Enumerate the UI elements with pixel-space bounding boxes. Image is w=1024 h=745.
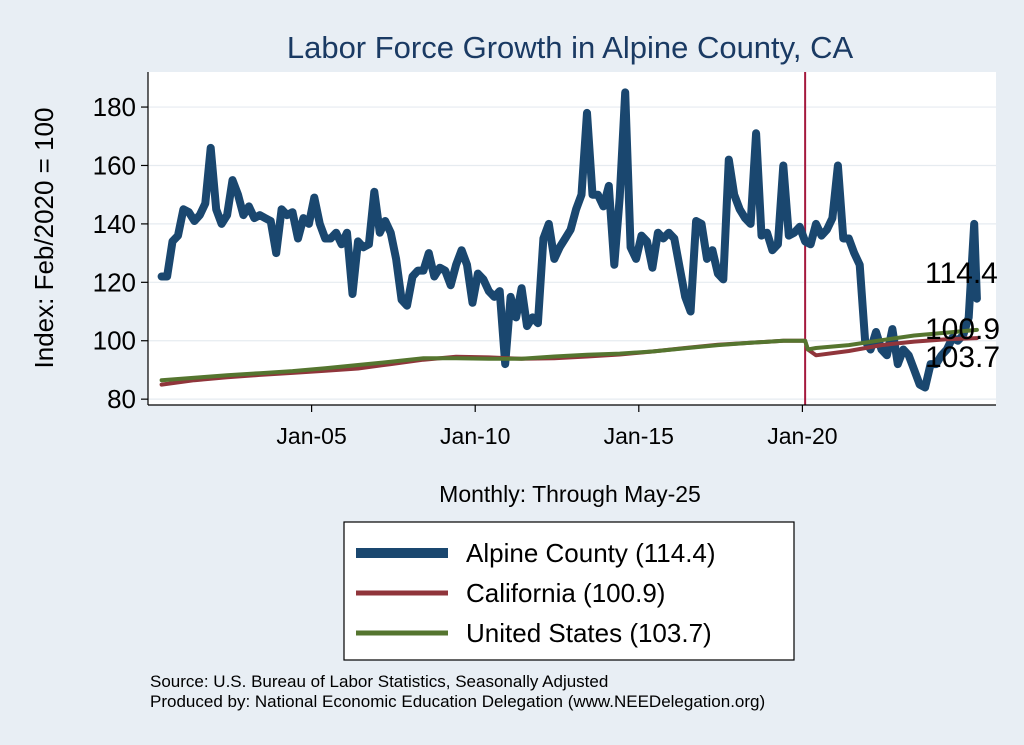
legend-entries: Alpine County (114.4) California (100.9) U… bbox=[356, 538, 716, 648]
axes bbox=[147, 72, 996, 406]
x-tick-label: Jan-05 bbox=[276, 423, 346, 449]
series-line-0 bbox=[157, 88, 981, 392]
y-tick-label: 180 bbox=[93, 92, 136, 122]
y-tick-label: 160 bbox=[93, 150, 136, 180]
x-axis-label: Monthly: Through May-25 bbox=[439, 481, 701, 507]
producer-note: Produced by: National Economic Education… bbox=[150, 692, 766, 711]
x-tick-label: Jan-20 bbox=[767, 423, 837, 449]
series-group bbox=[157, 88, 981, 392]
source-note: Source: U.S. Bureau of Labor Statistics,… bbox=[150, 672, 609, 691]
y-axis-label: Index: Feb/2020 = 100 bbox=[29, 108, 59, 369]
x-tick-label: Jan-10 bbox=[440, 423, 510, 449]
y-tick-label: 140 bbox=[93, 209, 136, 239]
end-label-0: 114.4 bbox=[925, 257, 998, 290]
end-label-1: 100.9 bbox=[925, 313, 1000, 346]
end-label-2: 103.7 bbox=[925, 341, 1000, 374]
source-notes: Source: U.S. Bureau of Labor Statistics,… bbox=[150, 672, 765, 712]
ticks: 80 100 120 140 160 180 Jan-05 Jan-10 Jan-15 Jan-2… bbox=[93, 92, 838, 449]
legend-label-0: Alpine County (114.4) bbox=[466, 538, 716, 568]
y-tick-label: 80 bbox=[107, 384, 136, 414]
legend-label-2: United States (103.7) bbox=[466, 618, 712, 648]
y-tick-label: 120 bbox=[93, 267, 136, 297]
series-line-2 bbox=[159, 327, 979, 383]
legend-label-1: California (100.9) bbox=[466, 578, 665, 608]
chart-title: Labor Force Growth in Alpine County, CA bbox=[287, 30, 854, 65]
x-tick-label: Jan-15 bbox=[604, 423, 674, 449]
y-tick-label: 100 bbox=[93, 326, 136, 356]
